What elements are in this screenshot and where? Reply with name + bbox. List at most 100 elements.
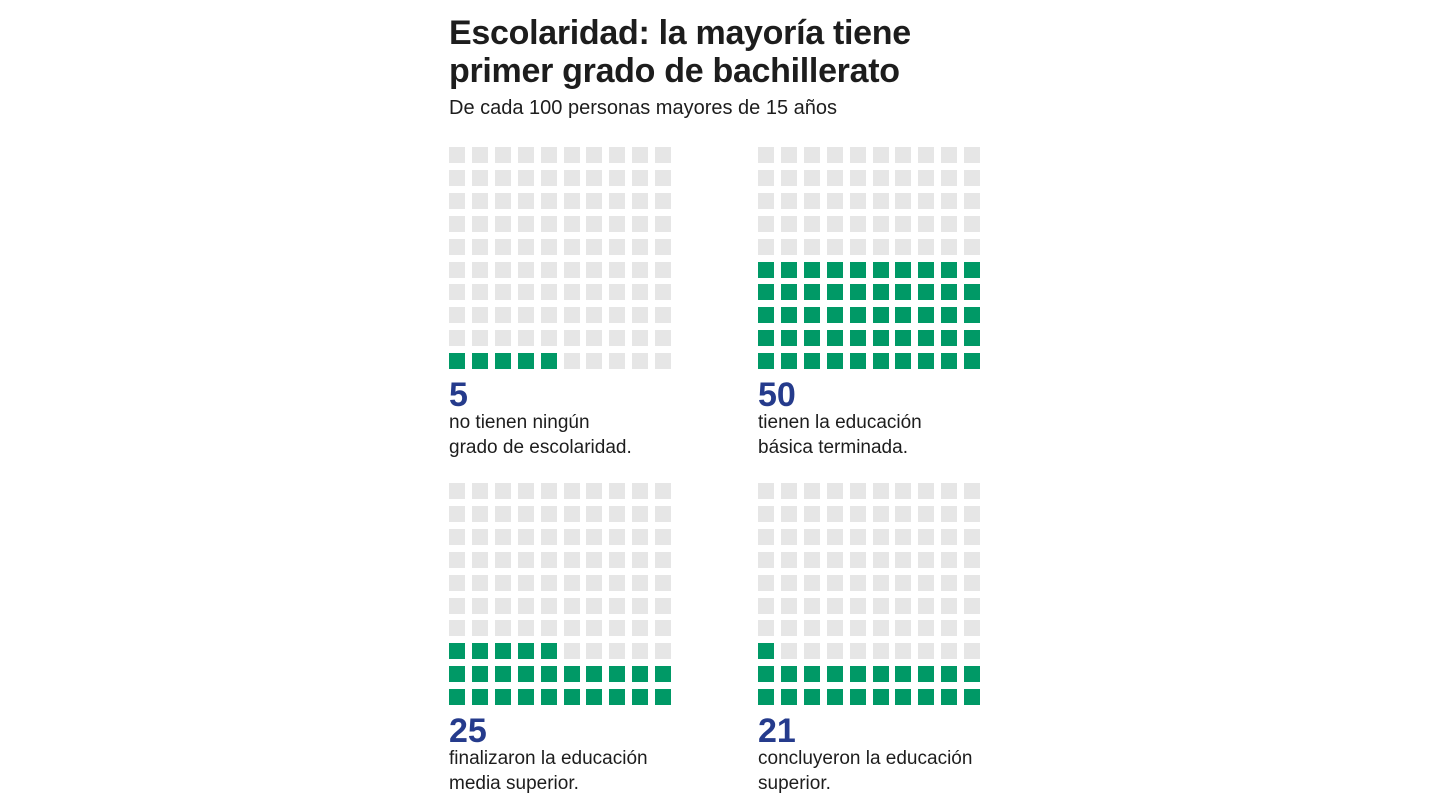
waffle-cell-empty (781, 193, 797, 209)
waffle-cell-empty (655, 239, 671, 255)
waffle-cell-empty (941, 643, 957, 659)
waffle-cell-empty (564, 284, 580, 300)
waffle-cell-filled (541, 689, 557, 705)
waffle-cell-empty (586, 307, 602, 323)
waffle-cell-filled (518, 689, 534, 705)
waffle-cell-empty (895, 598, 911, 614)
waffle-cell-empty (918, 598, 934, 614)
waffle-cell-empty (518, 620, 534, 636)
waffle-cell-empty (609, 620, 625, 636)
waffle-cell-filled (758, 307, 774, 323)
waffle-cell-empty (873, 506, 889, 522)
waffle-cell-empty (873, 147, 889, 163)
waffle-cell-empty (518, 216, 534, 232)
waffle-cell-empty (941, 506, 957, 522)
waffle-cell-filled (449, 689, 465, 705)
waffle-cell-empty (850, 239, 866, 255)
waffle-cell-empty (781, 529, 797, 545)
waffle-cell-filled (758, 353, 774, 369)
waffle-cell-filled (541, 643, 557, 659)
waffle-cell-filled (472, 689, 488, 705)
waffle-cell-empty (472, 529, 488, 545)
waffle-cell-filled (804, 330, 820, 346)
waffle-cell-empty (564, 552, 580, 568)
waffle-cell-filled (758, 689, 774, 705)
waffle-cell-empty (941, 239, 957, 255)
waffle-cell-filled (941, 262, 957, 278)
waffle-cell-empty (895, 483, 911, 499)
waffle-cell-empty (541, 307, 557, 323)
chart-title: Escolaridad: la mayoría tiene primer gra… (449, 14, 911, 90)
waffle-cell-filled (804, 353, 820, 369)
waffle-cell-filled (541, 353, 557, 369)
waffle-cell-filled (918, 689, 934, 705)
waffle-cell-empty (472, 575, 488, 591)
waffle-cell-empty (964, 483, 980, 499)
waffle-cell-empty (609, 353, 625, 369)
waffle-cell-empty (541, 575, 557, 591)
waffle-cell-empty (564, 170, 580, 186)
waffle-cell-filled (758, 284, 774, 300)
waffle-cell-filled (804, 307, 820, 323)
waffle-cell-empty (586, 170, 602, 186)
waffle-cell-empty (564, 483, 580, 499)
waffle-cell-empty (941, 575, 957, 591)
waffle-cell-filled (850, 689, 866, 705)
waffle-cell-empty (964, 552, 980, 568)
waffle-cell-filled (964, 307, 980, 323)
waffle-cell-empty (632, 307, 648, 323)
waffle-cell-empty (964, 193, 980, 209)
waffle-cell-empty (564, 147, 580, 163)
waffle-cell-empty (827, 239, 843, 255)
waffle-cell-empty (472, 483, 488, 499)
waffle-cell-empty (449, 483, 465, 499)
waffle-cell-empty (609, 147, 625, 163)
waffle-cell-empty (781, 483, 797, 499)
waffle-cell-empty (895, 620, 911, 636)
waffle-cell-filled (781, 666, 797, 682)
panel-description: finalizaron la educación media superior. (449, 746, 709, 796)
waffle-cell-empty (609, 643, 625, 659)
waffle-cell-empty (472, 330, 488, 346)
waffle-cell-empty (964, 147, 980, 163)
waffle-cell-empty (655, 620, 671, 636)
waffle-cell-empty (495, 552, 511, 568)
waffle-cell-filled (873, 666, 889, 682)
waffle-cell-empty (655, 216, 671, 232)
panel-description: no tienen ningún grado de escolaridad. (449, 410, 709, 460)
waffle-cell-filled (918, 666, 934, 682)
waffle-cell-empty (632, 506, 648, 522)
waffle-cell-empty (804, 193, 820, 209)
waffle-cell-empty (518, 598, 534, 614)
waffle-cell-empty (564, 575, 580, 591)
waffle-cell-empty (609, 575, 625, 591)
waffle-cell-empty (827, 147, 843, 163)
waffle-cell-empty (941, 620, 957, 636)
waffle-cell-empty (495, 330, 511, 346)
panel-value: 5 (449, 376, 468, 414)
waffle-cell-filled (827, 307, 843, 323)
waffle-cell-empty (941, 598, 957, 614)
waffle-cell-filled (850, 262, 866, 278)
waffle-cell-empty (895, 506, 911, 522)
waffle-cell-filled (964, 689, 980, 705)
waffle-cell-empty (850, 147, 866, 163)
waffle-cell-empty (655, 353, 671, 369)
waffle-cell-empty (609, 552, 625, 568)
waffle-cell-empty (850, 216, 866, 232)
waffle-cell-empty (472, 170, 488, 186)
waffle-cell-empty (495, 529, 511, 545)
waffle-cell-filled (472, 353, 488, 369)
waffle-cell-empty (781, 643, 797, 659)
waffle-cell-filled (964, 262, 980, 278)
waffle-cell-empty (518, 575, 534, 591)
waffle-cell-filled (495, 643, 511, 659)
waffle-grid (758, 483, 982, 707)
waffle-cell-empty (804, 529, 820, 545)
waffle-cell-empty (541, 262, 557, 278)
waffle-cell-empty (827, 620, 843, 636)
waffle-cell-filled (918, 284, 934, 300)
waffle-cell-empty (804, 506, 820, 522)
waffle-cell-empty (804, 598, 820, 614)
waffle-cell-empty (518, 239, 534, 255)
